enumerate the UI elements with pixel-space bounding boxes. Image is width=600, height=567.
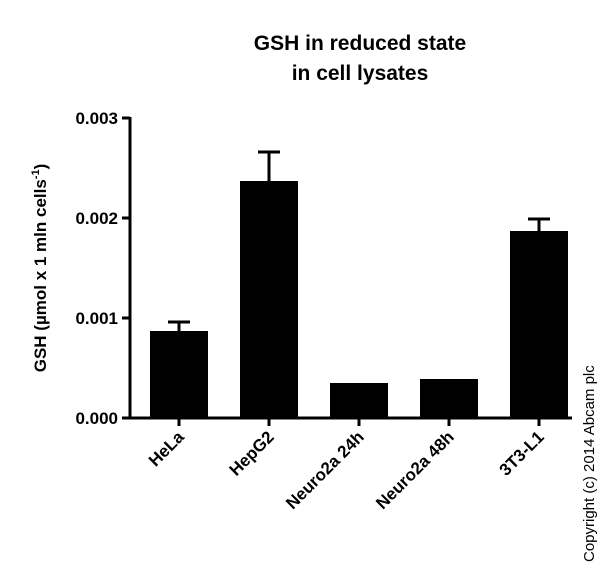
y-tick-label: 0.002 <box>75 209 118 228</box>
copyright: Copyright (c) 2014 Abcam plc <box>581 365 598 562</box>
x-tick-label: Neuro2a 48h <box>372 427 458 513</box>
y-tick-label: 0.000 <box>75 409 118 428</box>
bar <box>420 379 478 418</box>
bar <box>510 231 568 418</box>
x-tick-label: HepG2 <box>226 427 278 479</box>
chart-title: in cell lysates <box>292 62 429 85</box>
x-tick-label: 3T3-L1 <box>496 427 548 479</box>
bar <box>150 331 208 418</box>
y-tick-label: 0.003 <box>75 109 118 128</box>
y-axis-label-suffix: ) <box>31 164 50 170</box>
y-axis-label-superscript: -1 <box>30 169 42 179</box>
y-tick-label: 0.001 <box>75 309 118 328</box>
x-tick-label: Neuro2a 24h <box>282 427 368 513</box>
bar <box>330 383 388 418</box>
bar <box>240 181 298 418</box>
x-tick-label: HeLa <box>145 427 188 470</box>
y-axis-label-text: GSH (µmol x 1 mln cells <box>31 179 50 372</box>
y-axis-label: GSH (µmol x 1 mln cells-1) <box>30 164 50 373</box>
chart-title: GSH in reduced state <box>254 32 466 55</box>
